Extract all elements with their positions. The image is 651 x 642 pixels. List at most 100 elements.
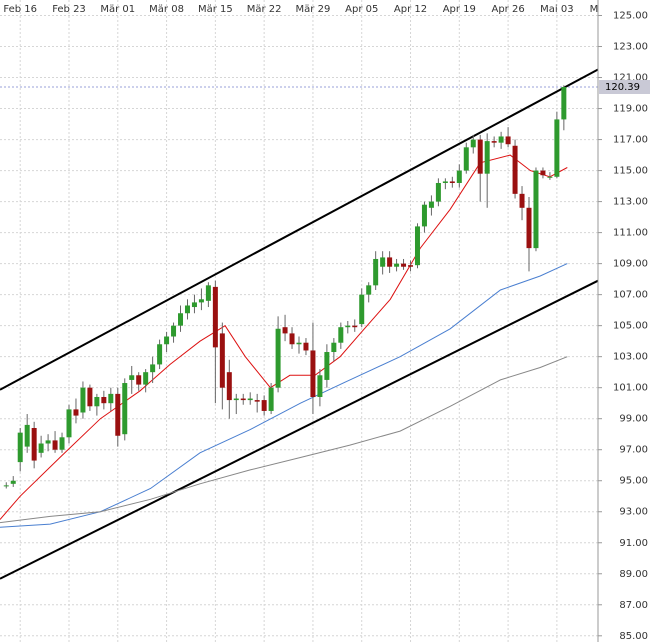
candle-body	[240, 398, 246, 401]
y-tick-label: 95.00	[619, 476, 648, 487]
candle-body	[345, 325, 351, 328]
y-tick-label: 117.00	[613, 135, 648, 146]
candle-body	[512, 145, 518, 194]
y-tick-label: 115.00	[613, 166, 648, 177]
x-tick-label: Apr 26	[491, 4, 524, 15]
candle-body	[289, 333, 295, 345]
y-tick-label: 107.00	[613, 290, 648, 301]
candle-body	[108, 393, 114, 404]
candle-body	[394, 263, 400, 267]
candle-body	[10, 480, 16, 484]
y-tick-label: 89.00	[619, 569, 648, 580]
candle-body	[331, 342, 337, 353]
candle-body	[373, 258, 379, 286]
y-tick-label: 125.00	[613, 11, 648, 22]
candle-body	[275, 328, 281, 388]
candle-body	[296, 342, 302, 345]
candle-body	[191, 302, 197, 308]
candle-body	[143, 372, 149, 385]
candle-body	[136, 375, 142, 385]
x-tick-label: Mai 03	[540, 4, 573, 15]
y-tick-label: 113.00	[613, 197, 648, 208]
y-tick-label: 87.00	[619, 600, 648, 611]
candle-body	[540, 170, 546, 176]
candle-body	[94, 396, 100, 407]
candle-body	[268, 387, 274, 411]
last-price-tag	[599, 79, 650, 94]
y-tick-label: 91.00	[619, 538, 648, 549]
candle-body	[205, 285, 211, 301]
y-tick-label: 121.00	[613, 73, 648, 84]
candle-body	[449, 181, 455, 183]
y-tick-label: 103.00	[613, 352, 648, 363]
candle-body	[66, 409, 72, 438]
x-tick-label: Apr 19	[443, 4, 476, 15]
candle-body	[261, 400, 267, 411]
candle-body	[435, 182, 441, 202]
candle-body	[59, 437, 65, 450]
candle-body	[157, 344, 163, 365]
candle-body	[387, 257, 393, 267]
candle-body	[247, 398, 253, 401]
candle-body	[547, 176, 553, 178]
candle-body	[164, 336, 170, 345]
x-tick-label: M	[590, 4, 599, 15]
x-tick-label: Mär 22	[247, 4, 282, 15]
candle-body	[87, 387, 93, 407]
y-tick-label: 93.00	[619, 507, 648, 518]
candle-body	[526, 207, 532, 249]
candle-body	[366, 285, 372, 295]
candle-body	[519, 193, 525, 208]
candle-body	[31, 428, 37, 461]
candle-body	[380, 257, 386, 267]
candle-body	[442, 181, 448, 183]
y-tick-label: 105.00	[613, 321, 648, 332]
candle-body	[254, 400, 260, 402]
candle-body	[408, 265, 414, 267]
candle-body	[428, 201, 434, 208]
candle-body	[38, 443, 44, 453]
candle-body	[233, 398, 239, 401]
candle-body	[45, 440, 51, 444]
candle-body	[470, 139, 476, 148]
x-tick-label: Apr 05	[345, 4, 378, 15]
candle-body	[171, 325, 177, 337]
candle-body	[24, 424, 30, 447]
candle-body	[477, 139, 483, 174]
x-tick-label: Mär 29	[296, 4, 331, 15]
x-tick-label: Mär 01	[100, 4, 135, 15]
y-tick-label: 111.00	[613, 228, 648, 239]
y-tick-label: 109.00	[613, 259, 648, 270]
candle-body	[421, 204, 427, 227]
candle-body	[101, 396, 107, 404]
candle-body	[282, 327, 288, 334]
x-tick-label: Mär 15	[198, 4, 233, 15]
candle-body	[3, 485, 9, 487]
candle-body	[491, 141, 497, 143]
y-tick-label: 85.00	[619, 631, 648, 642]
candle-body	[338, 327, 344, 343]
candle-body	[303, 342, 309, 351]
y-axis-panel	[598, 0, 651, 642]
candle-body	[484, 141, 490, 174]
candle-body	[498, 136, 504, 143]
plot-area	[0, 68, 598, 580]
candle-body	[198, 299, 204, 303]
y-tick-label: 123.00	[613, 42, 648, 53]
y-tick-label: 97.00	[619, 445, 648, 456]
candle-body	[122, 383, 128, 435]
y-tick-label: 101.00	[613, 383, 648, 394]
line-series	[0, 279, 598, 580]
candle-body	[52, 440, 58, 450]
candle-body	[352, 325, 358, 328]
candle-body	[310, 350, 316, 397]
x-tick-label: Feb 16	[3, 4, 37, 15]
candle-body	[414, 226, 420, 266]
candle-body	[17, 432, 23, 463]
x-tick-label: Apr 12	[394, 4, 427, 15]
candle-body	[554, 119, 560, 177]
candle-body	[80, 387, 86, 413]
axes: 85.00 87.00 89.00 91.00 93.00 95.00 97.00 99.00…	[3, 4, 650, 642]
candle-body	[150, 364, 156, 373]
